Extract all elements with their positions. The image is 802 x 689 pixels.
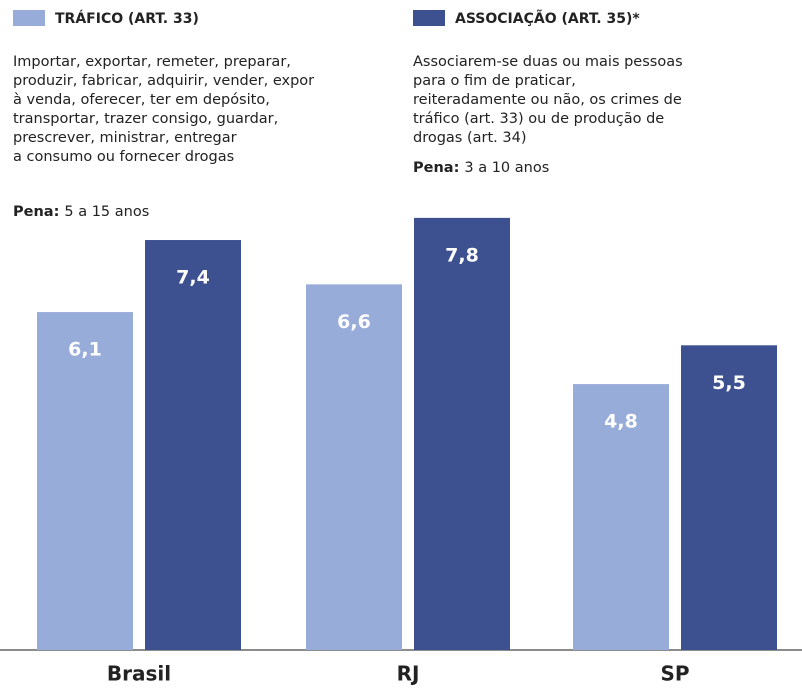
legend-description: Associarem-se duas ou mais pessoas — [413, 54, 683, 70]
legend-description: tráfico (art. 33) ou de produção de — [413, 111, 664, 127]
legend-description: drogas (art. 34) — [413, 130, 527, 146]
penalty-label: Pena: — [413, 160, 459, 176]
value-label: 7,4 — [176, 267, 210, 289]
penalty-value: 3 a 10 anos — [464, 160, 549, 176]
bar — [145, 240, 241, 651]
legend-description: a consumo ou fornecer drogas — [13, 149, 234, 165]
bar — [306, 284, 402, 650]
penalty-value: 5 a 15 anos — [64, 204, 149, 220]
legend-label: TRÁFICO (ART. 33) — [55, 10, 199, 27]
legend-description: produzir, fabricar, adquirir, vender, ex… — [13, 73, 314, 89]
value-label: 4,8 — [604, 411, 638, 433]
legend-description: para o fim de praticar, — [413, 73, 576, 89]
legend-description: reiteradamente ou não, os crimes de — [413, 92, 682, 108]
bar — [37, 312, 133, 650]
x-tick-label: SP — [660, 662, 689, 686]
penalty-text: Pena: 3 a 10 anos — [413, 160, 549, 176]
legend-description: transportar, trazer consigo, guardar, — [13, 111, 278, 127]
value-label: 6,6 — [337, 311, 371, 333]
bar — [681, 345, 777, 650]
value-label: 5,5 — [712, 372, 746, 394]
x-tick-label: Brasil — [107, 662, 171, 686]
x-tick-label: RJ — [397, 662, 420, 686]
legend-description: prescrever, ministrar, entregar — [13, 130, 237, 146]
bar — [414, 217, 510, 650]
legend-swatch — [413, 10, 445, 26]
bar — [573, 384, 669, 650]
legend-description: à venda, oferecer, ter em depósito, — [13, 92, 270, 108]
value-label: 7,8 — [445, 244, 479, 266]
penalty-label: Pena: — [13, 204, 59, 220]
legend-swatch — [13, 10, 45, 26]
value-label: 6,1 — [68, 339, 102, 361]
penalty-text: Pena: 5 a 15 anos — [13, 204, 149, 220]
legend-label: ASSOCIAÇÃO (ART. 35)* — [455, 10, 640, 27]
legend-description: Importar, exportar, remeter, preparar, — [13, 54, 291, 70]
